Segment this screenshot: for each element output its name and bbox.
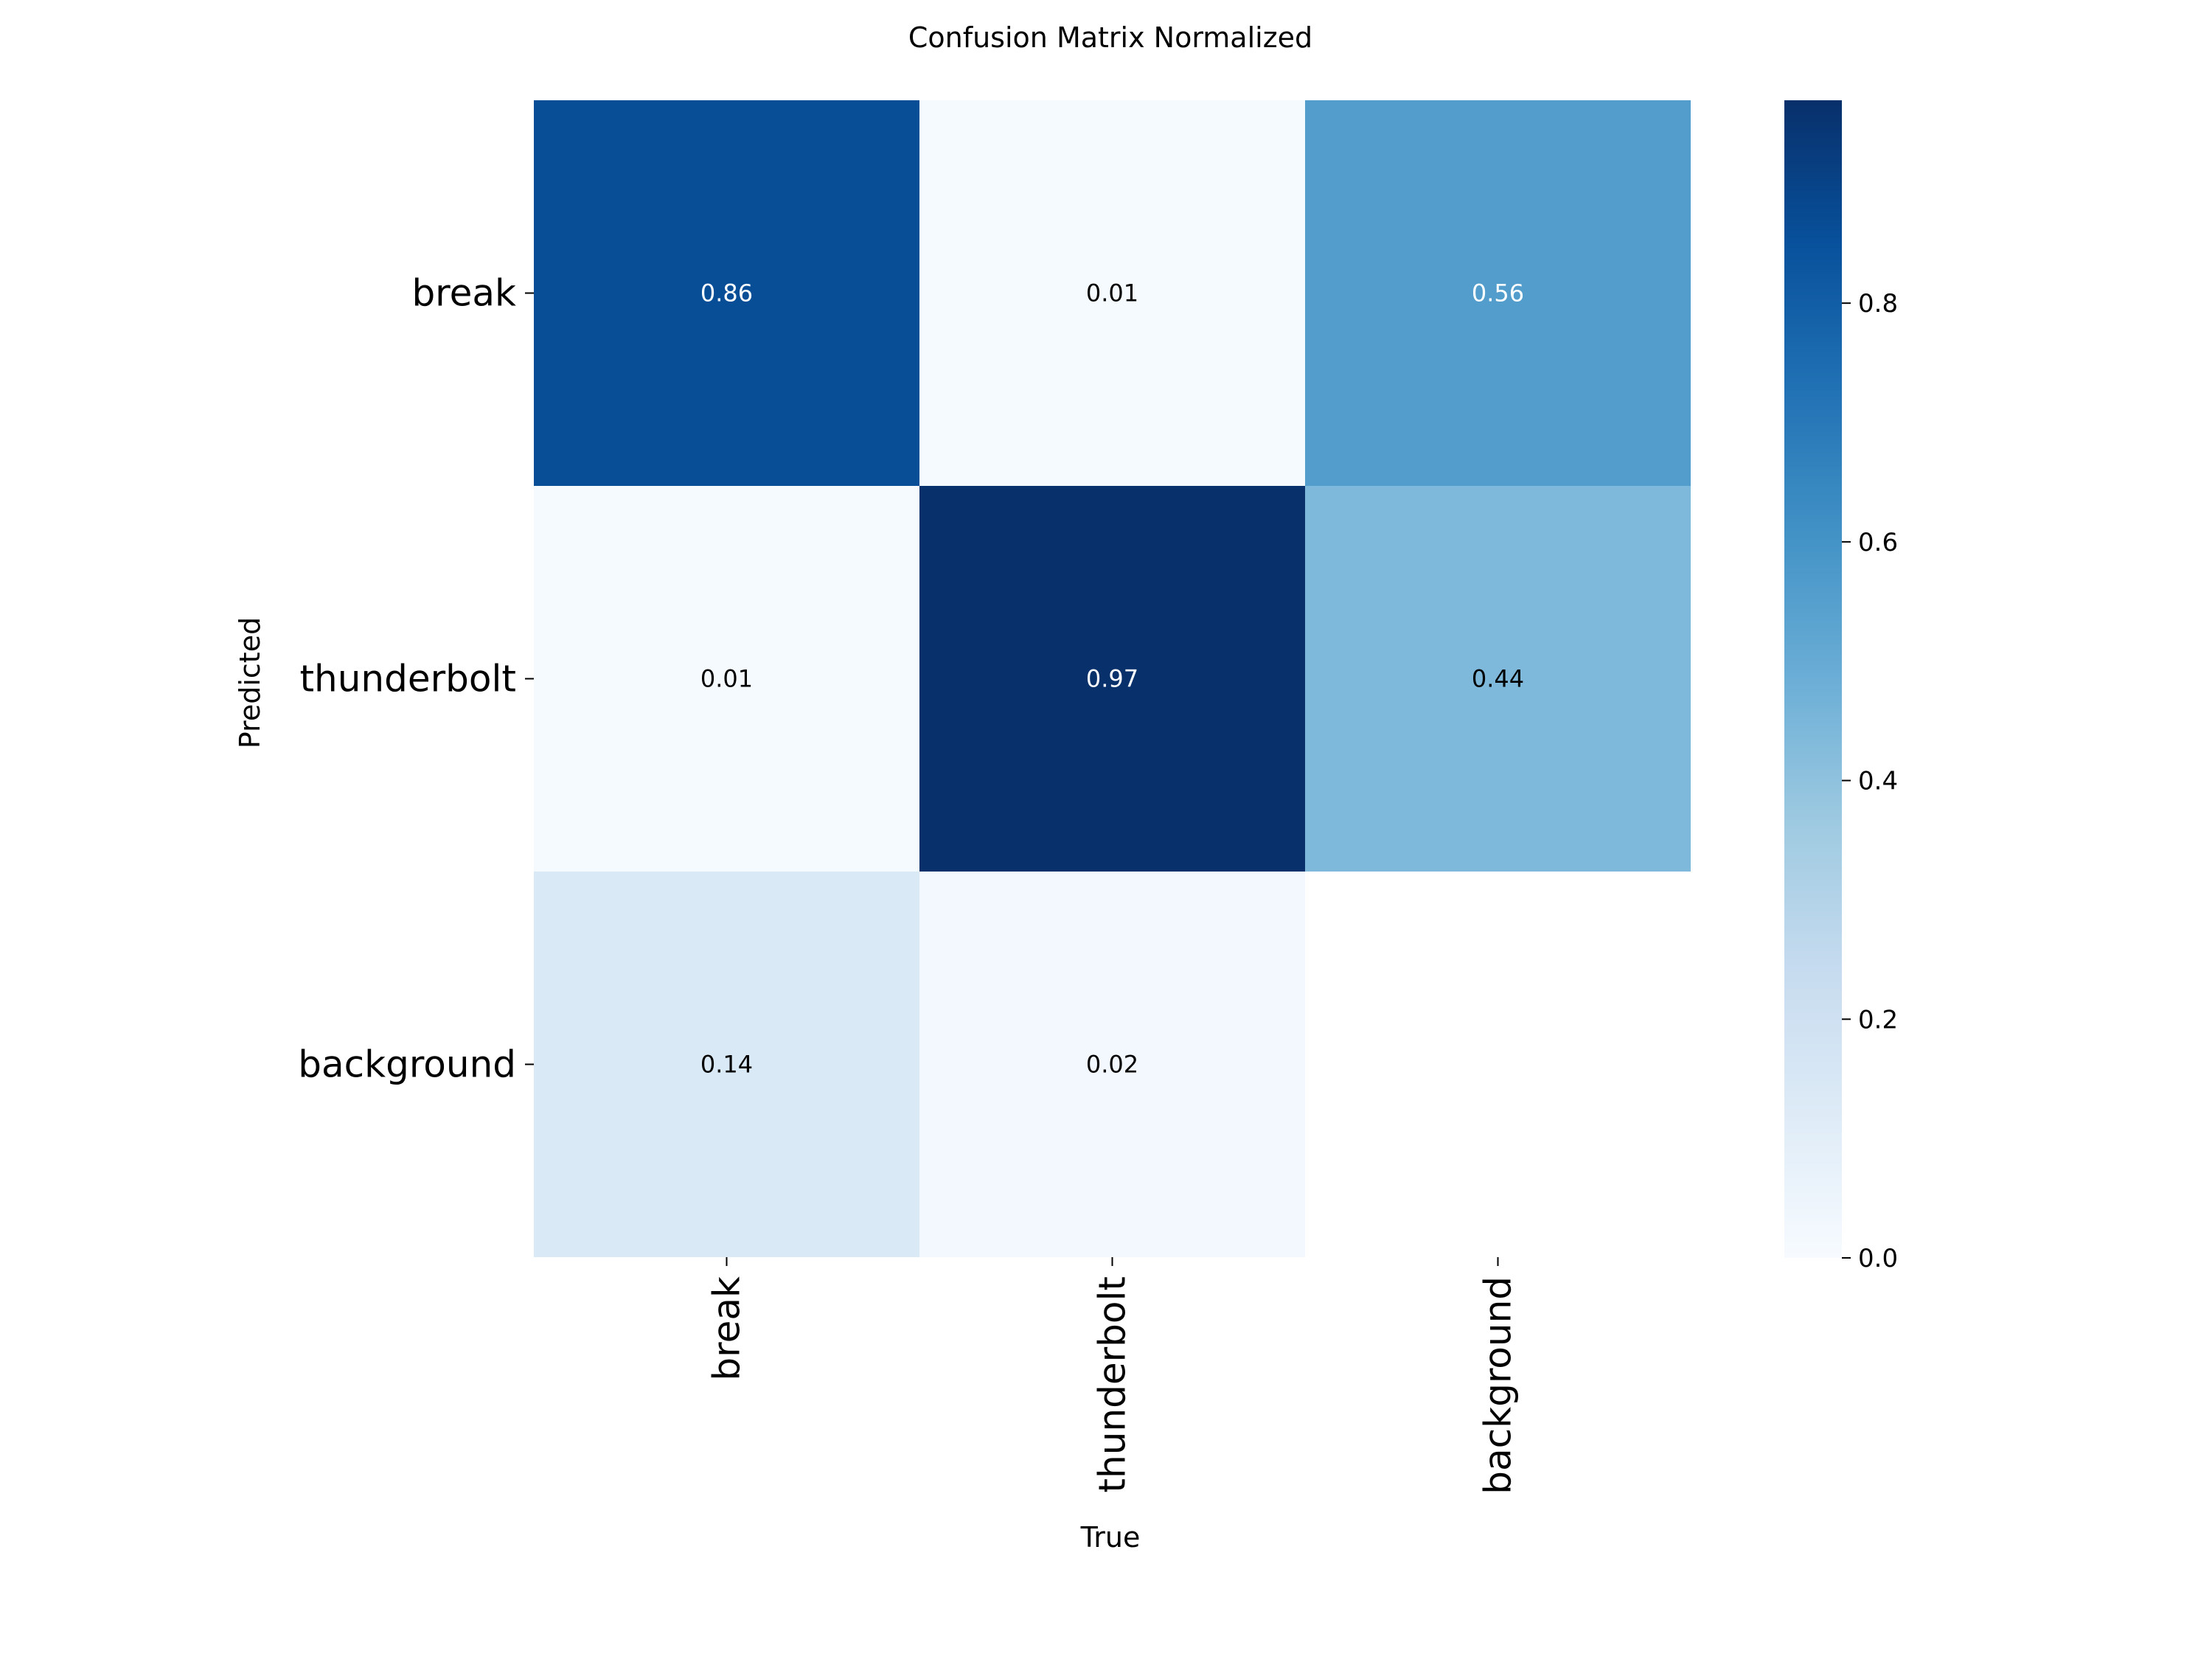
y-axis-ticks: break thunderbolt background <box>298 272 534 1086</box>
cell-value-label: 0.14 <box>700 1051 753 1079</box>
colorbar <box>1784 100 1842 1258</box>
y-tick-label: background <box>298 1043 516 1086</box>
x-tick-label: thunderbolt <box>1091 1276 1134 1493</box>
heatmap-cell <box>919 100 1305 486</box>
colorbar-tick-label: 0.0 <box>1858 1244 1898 1273</box>
x-axis-ticks: break thunderbolt background <box>706 1257 1520 1495</box>
heatmap-cell <box>1305 486 1691 872</box>
x-tick-label: break <box>706 1276 748 1381</box>
x-axis-label: True <box>1080 1521 1141 1554</box>
cell-value-label: 0.97 <box>1086 665 1138 693</box>
colorbar-tick-label: 0.4 <box>1858 767 1898 796</box>
cell-value-label: 0.01 <box>1086 279 1138 307</box>
colorbar-tick-label: 0.2 <box>1858 1005 1898 1034</box>
y-tick-label: break <box>411 272 516 315</box>
y-axis-label: Predicted <box>234 617 266 748</box>
heatmap-cell <box>534 100 919 486</box>
cell-value-label: 0.44 <box>1472 665 1524 693</box>
chart-title: Confusion Matrix Normalized <box>908 21 1312 54</box>
cell-value-label: 0.56 <box>1472 279 1524 307</box>
colorbar-ticks: 0.0 0.2 0.4 0.6 0.8 <box>1842 289 1898 1273</box>
cell-value-labels: 0.86 0.01 0.56 0.01 0.97 0.44 0.14 0.02 <box>700 279 1524 1079</box>
heatmap-cell <box>534 486 919 872</box>
y-tick-label: thunderbolt <box>299 658 516 700</box>
colorbar-tick-label: 0.6 <box>1858 528 1898 557</box>
colorbar-tick-label: 0.8 <box>1858 289 1898 319</box>
heatmap-cell <box>1305 100 1691 486</box>
cell-value-label: 0.86 <box>700 279 753 307</box>
cell-value-label: 0.02 <box>1086 1051 1138 1079</box>
heatmap-cell <box>534 872 919 1257</box>
x-tick-label: background <box>1477 1276 1520 1495</box>
heatmap-cells <box>534 100 1691 1257</box>
heatmap-cell-empty <box>1305 872 1691 1257</box>
cell-value-label: 0.01 <box>700 665 753 693</box>
heatmap-cell <box>919 872 1305 1257</box>
heatmap-cell <box>919 486 1305 872</box>
